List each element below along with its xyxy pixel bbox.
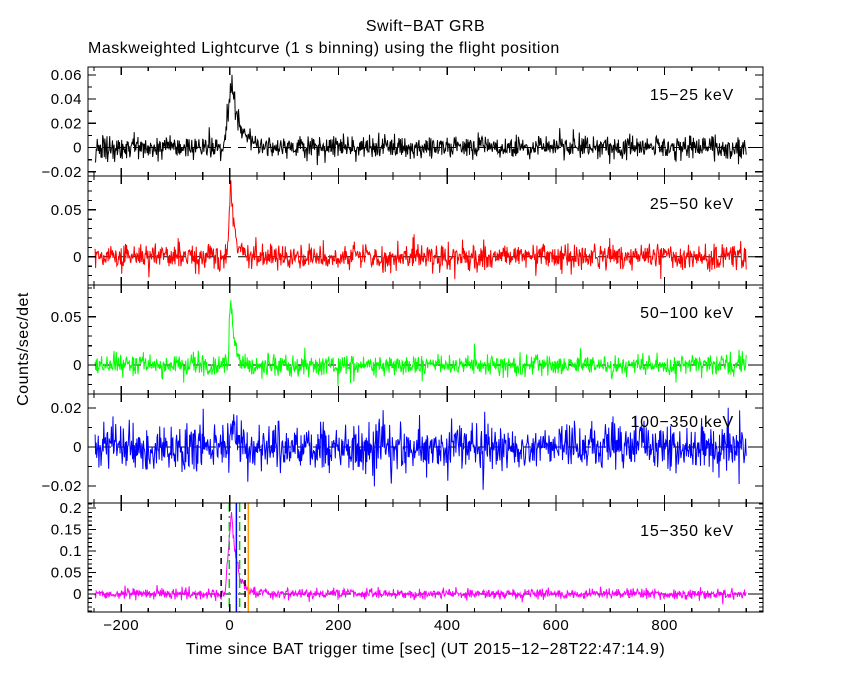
y-tick-label: 0 <box>73 439 82 456</box>
y-tick-label: 0 <box>73 586 82 603</box>
axis-ticks <box>88 503 763 612</box>
lightcurve-series <box>94 74 747 166</box>
y-tick-label: 0.02 <box>51 115 82 132</box>
y-tick-label: −0.02 <box>42 164 82 181</box>
y-tick-label: 0.02 <box>51 400 82 417</box>
energy-band-label: 50−100 keV <box>640 305 734 322</box>
y-tick-label: 0 <box>73 357 82 374</box>
panel-frame <box>87 175 764 286</box>
lightcurve-series <box>94 180 747 280</box>
lightcurve-series <box>94 300 747 386</box>
axis-ticks <box>88 394 763 503</box>
x-tick-label: 200 <box>325 617 352 634</box>
panel-frame <box>87 66 764 177</box>
x-tick-label: −200 <box>103 617 139 634</box>
panel-frame <box>87 502 764 613</box>
axis-ticks <box>88 176 763 286</box>
axis-ticks <box>88 67 763 176</box>
y-tick-label: 0.2 <box>60 500 82 517</box>
y-axis-label: Counts/sec/det <box>15 292 32 406</box>
x-tick-label: 0 <box>225 617 234 634</box>
y-tick-label: 0.1 <box>60 543 82 560</box>
energy-band-label: 25−50 keV <box>650 196 734 213</box>
lightcurve-series <box>94 407 747 490</box>
x-tick-label: 600 <box>543 617 570 634</box>
y-tick-label: 0.05 <box>51 565 82 582</box>
lightcurve-series <box>94 512 747 605</box>
y-tick-label: −0.02 <box>42 478 82 495</box>
energy-band-label: 100−350 keV <box>630 414 734 431</box>
axis-ticks <box>88 285 763 395</box>
y-tick-label: 0 <box>73 140 82 157</box>
y-tick-label: 0 <box>73 249 82 266</box>
plot-title: Swift−BAT GRB <box>365 18 486 35</box>
y-tick-label: 0.05 <box>51 202 82 219</box>
y-tick-label: 0.05 <box>51 309 82 326</box>
y-tick-label: 0.15 <box>51 522 82 539</box>
x-tick-label: 400 <box>434 617 461 634</box>
y-tick-label: 0.06 <box>51 67 82 84</box>
y-tick-label: 0.04 <box>51 91 82 108</box>
panel-frame <box>87 284 764 395</box>
plot-subtitle: Maskweighted Lightcurve (1 s binning) us… <box>88 40 560 57</box>
energy-band-label: 15−350 keV <box>640 523 734 540</box>
x-axis-label: Time since BAT trigger time [sec] (UT 20… <box>185 641 666 658</box>
energy-band-label: 15−25 keV <box>650 87 734 104</box>
x-tick-label: 800 <box>651 617 678 634</box>
